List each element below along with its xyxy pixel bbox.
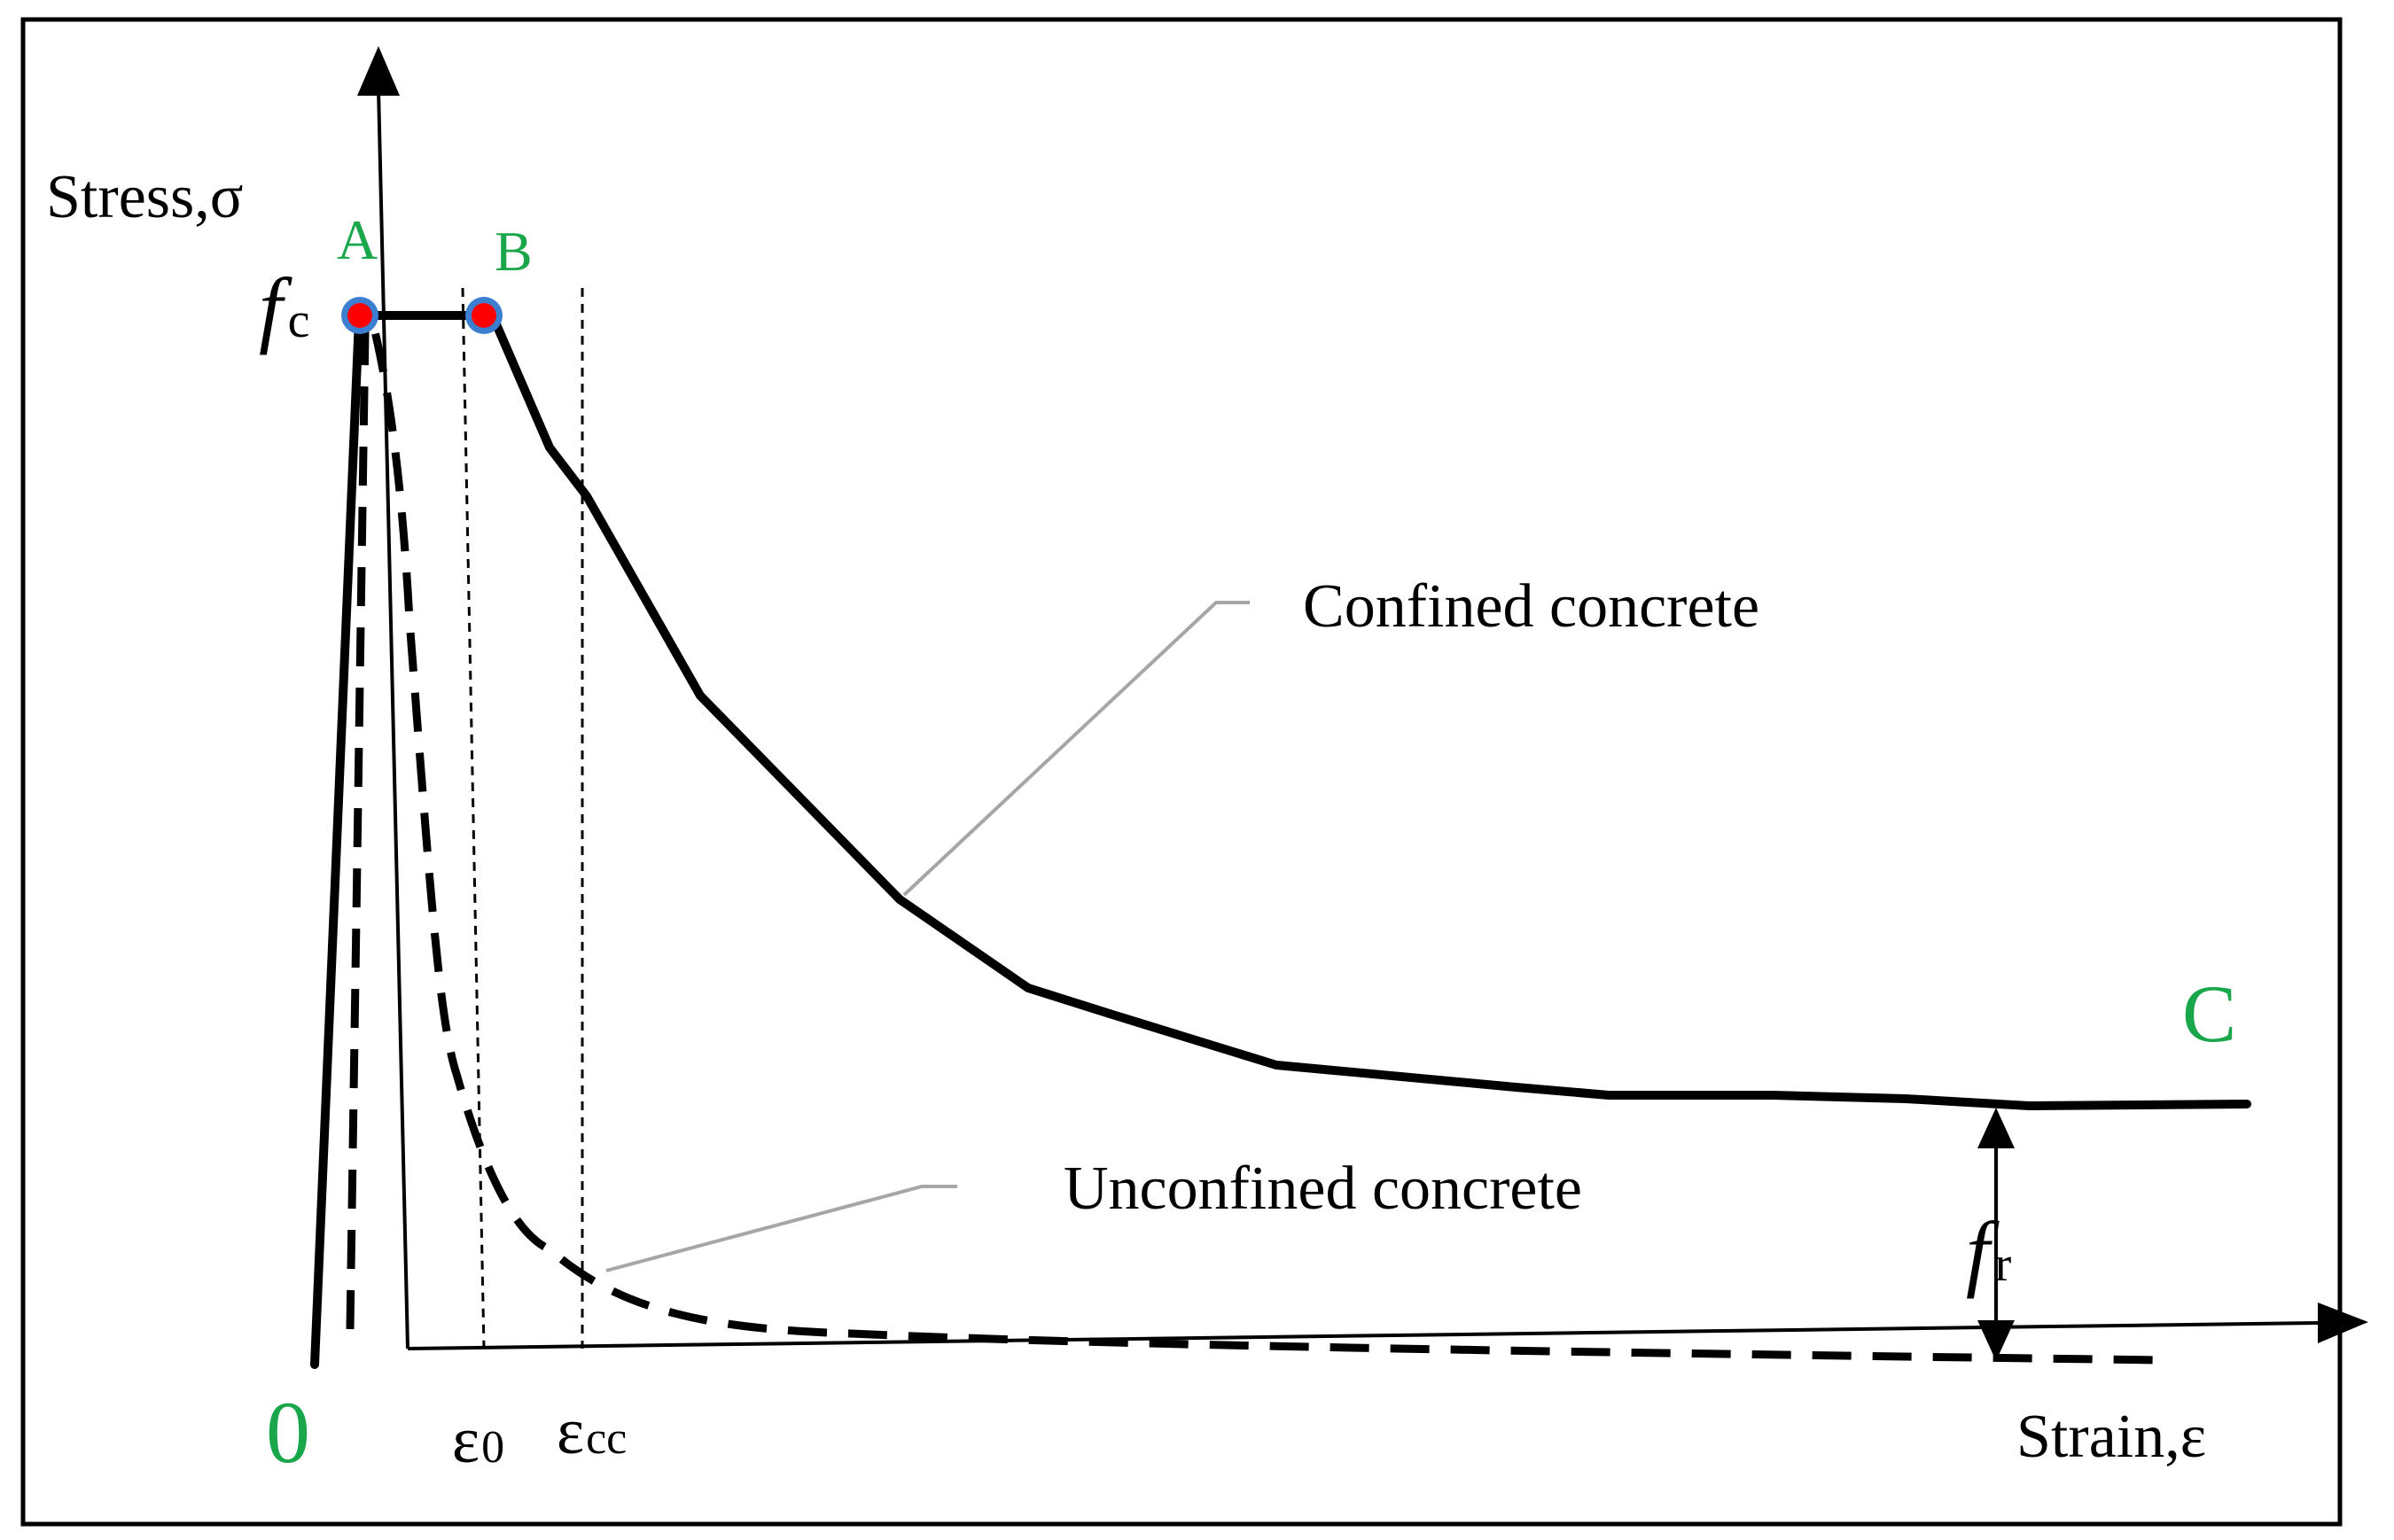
- fr-arrowhead-top: [1977, 1108, 2015, 1148]
- unconfined-concrete-curve: [346, 312, 2164, 1365]
- origin-label: 0: [266, 1383, 310, 1482]
- figure-frame: [20, 17, 2343, 1527]
- confined-concrete-curve: [310, 311, 2251, 1369]
- y-axis-label: Stress,σ: [46, 163, 243, 231]
- fr-arrowhead-bottom: [1977, 1320, 2015, 1361]
- y-axis-arrowhead: [357, 46, 400, 96]
- x-axis-label: Strain,ε: [2016, 1403, 2206, 1471]
- unconfined-leader-line: [605, 1185, 957, 1272]
- confined-leader-line: [902, 601, 1250, 897]
- x-axis-arrowhead: [2318, 1303, 2368, 1343]
- confined-concrete-label: Confined concrete: [1303, 572, 1759, 641]
- point-a-label: A: [337, 208, 378, 271]
- unconfined-concrete-label: Unconfined concrete: [1064, 1155, 1582, 1223]
- point-b-marker: [465, 297, 503, 334]
- y-axis: [377, 88, 409, 1349]
- point-c-label: C: [2182, 968, 2236, 1059]
- point-a-marker: [341, 297, 378, 334]
- point-b-label: B: [495, 220, 533, 283]
- ecc-label: εcc: [557, 1396, 627, 1468]
- e0-reference-line: [461, 287, 486, 1349]
- e0-label: ε0: [452, 1404, 504, 1477]
